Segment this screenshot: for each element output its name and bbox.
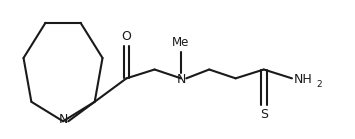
Text: N: N (58, 113, 68, 126)
Text: NH: NH (294, 73, 312, 86)
Text: Me: Me (172, 36, 190, 49)
Text: O: O (121, 30, 131, 43)
Text: N: N (176, 73, 186, 86)
Text: 2: 2 (316, 80, 322, 89)
Text: S: S (260, 108, 268, 121)
